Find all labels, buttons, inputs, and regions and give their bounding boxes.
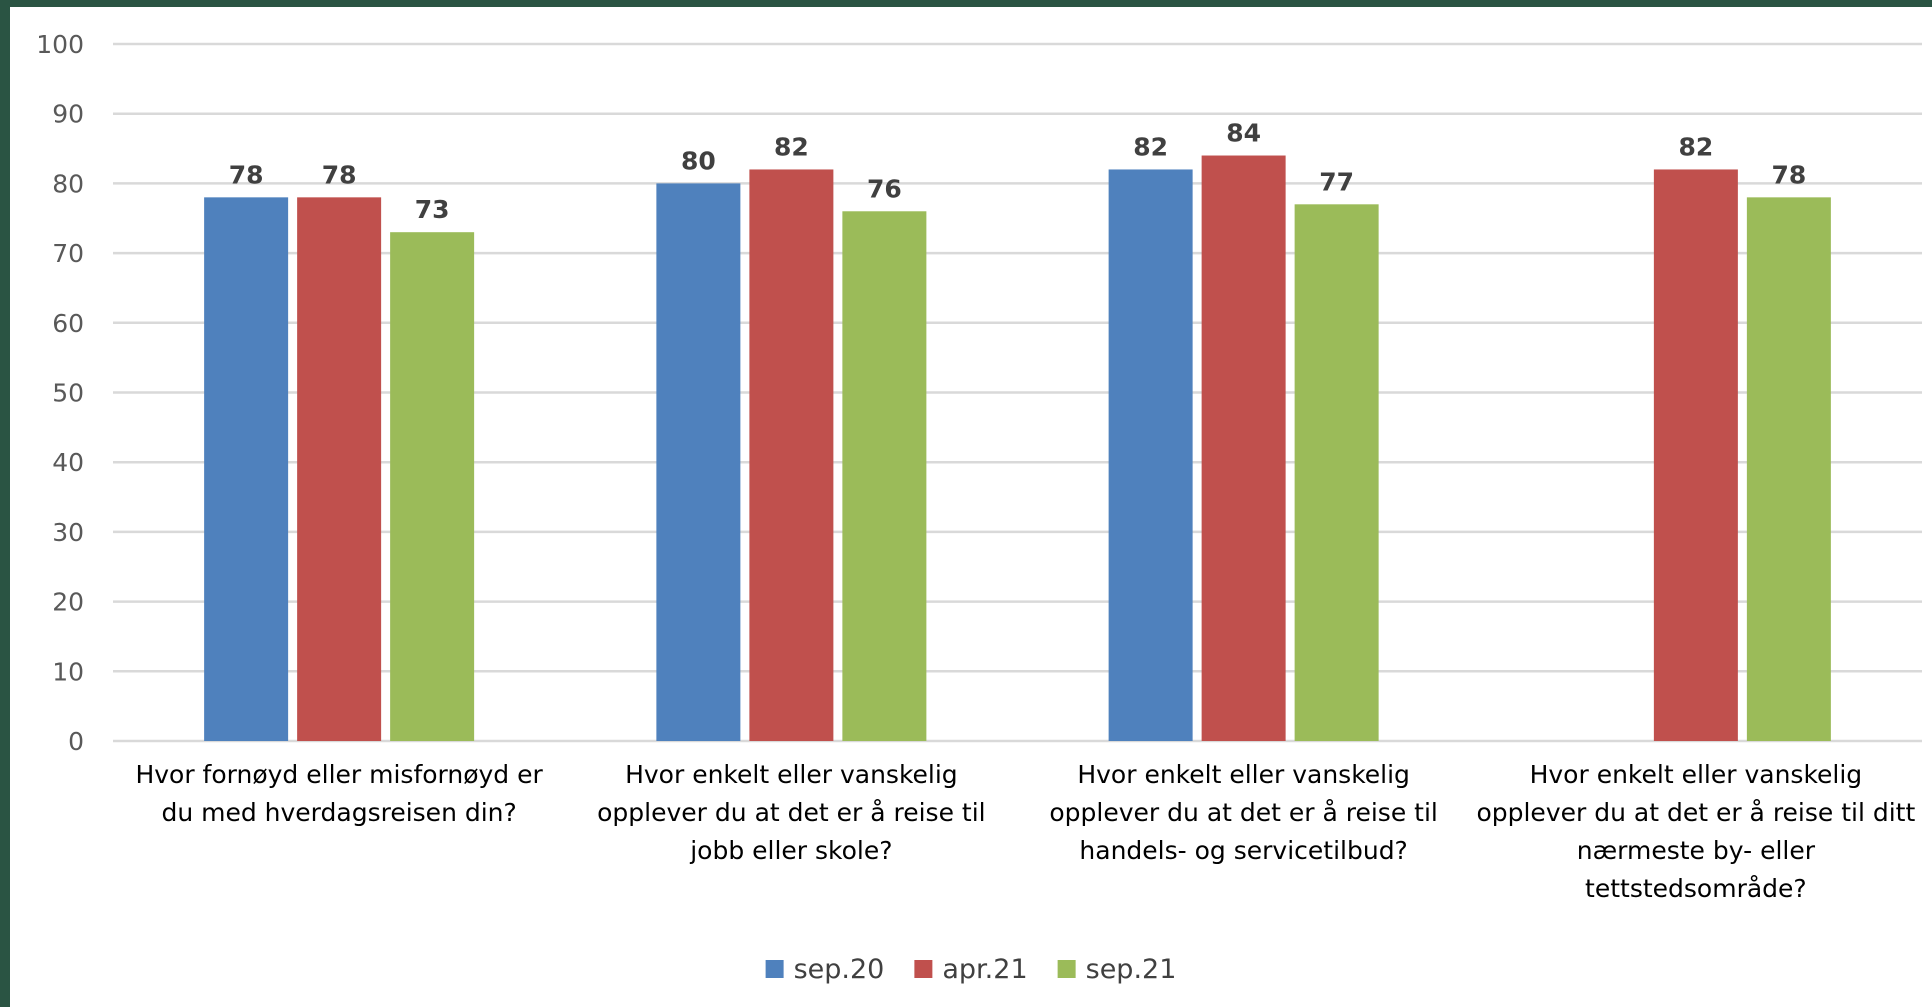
bar-sep-20-cat2 — [656, 183, 741, 741]
category-label-4: Hvor enkelt eller vanskelig opplever du a… — [1476, 760, 1915, 903]
data-label: 82 — [774, 132, 809, 161]
bars — [204, 155, 1831, 742]
legend-item-apr-21: apr.21 — [914, 954, 1028, 985]
y-tick-label: 100 — [36, 30, 84, 59]
legend-swatch — [914, 960, 933, 978]
data-label: 82 — [1678, 132, 1713, 161]
y-tick-label: 90 — [52, 100, 84, 129]
data-label: 84 — [1226, 119, 1261, 148]
y-tick-label: 10 — [52, 657, 84, 686]
bar-apr-21-cat1 — [297, 197, 382, 742]
gridlines — [113, 42, 1922, 743]
category-label-2: Hvor enkelt eller vanskelig opplever du a… — [597, 760, 985, 865]
legend-swatch — [765, 960, 784, 978]
bar-apr-21-cat4 — [1653, 169, 1738, 741]
bar-sep-20-cat3 — [1108, 169, 1193, 741]
legend-label: sep.20 — [794, 954, 885, 985]
bar-apr-21-cat2 — [749, 169, 834, 741]
data-label: 73 — [415, 195, 450, 224]
y-tick-label: 40 — [52, 448, 84, 477]
bar-sep-21-cat2 — [842, 211, 927, 741]
chart-frame: 0 10 20 30 40 50 60 70 80 90 100 78 78 73 80 82 76 82 84 7… — [10, 7, 1932, 1007]
category-label-3: Hvor enkelt eller vanskelig opplever du a… — [1049, 760, 1437, 865]
bar-sep-21-cat1 — [390, 232, 475, 741]
data-label: 78 — [1771, 160, 1806, 189]
data-label: 78 — [229, 160, 264, 189]
data-labels: 78 78 73 80 82 76 82 84 77 82 78 — [229, 119, 1807, 225]
bar-apr-21-cat3 — [1201, 155, 1286, 741]
y-tick-label: 20 — [52, 588, 84, 617]
legend-item-sep-20: sep.20 — [765, 954, 885, 985]
legend: sep.20 apr.21 sep.21 — [765, 954, 1177, 985]
legend-label: sep.21 — [1086, 954, 1177, 985]
y-tick-label: 70 — [52, 239, 84, 268]
legend-swatch — [1057, 960, 1076, 978]
data-label: 77 — [1319, 167, 1354, 196]
data-label: 76 — [867, 174, 902, 203]
bar-sep-20-cat1 — [204, 197, 289, 742]
y-tick-label: 80 — [52, 169, 84, 198]
y-tick-label: 0 — [68, 727, 84, 756]
category-labels: Hvor fornøyd eller misfornøyd er du med h… — [135, 760, 1915, 903]
category-label-1: Hvor fornøyd eller misfornøyd er du med h… — [135, 760, 543, 827]
bar-sep-21-cat4 — [1746, 197, 1831, 742]
legend-item-sep-21: sep.21 — [1057, 954, 1177, 985]
y-tick-label: 30 — [52, 518, 84, 547]
legend-label: apr.21 — [942, 954, 1027, 985]
data-label: 78 — [322, 160, 357, 189]
y-axis-ticks: 0 10 20 30 40 50 60 70 80 90 100 — [36, 30, 84, 756]
data-label: 80 — [681, 146, 716, 175]
bar-sep-21-cat3 — [1294, 204, 1379, 741]
data-label: 82 — [1133, 132, 1168, 161]
y-tick-label: 60 — [52, 309, 84, 338]
y-tick-label: 50 — [52, 379, 84, 408]
